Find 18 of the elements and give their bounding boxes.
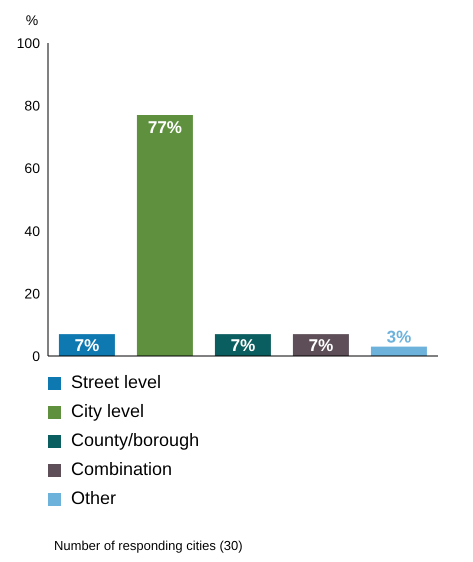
y-tick-label: 60 <box>24 160 40 176</box>
y-tick-label: 100 <box>16 34 40 51</box>
y-tick-label: 20 <box>24 285 40 302</box>
y-tick-label: 80 <box>24 98 40 114</box>
legend-label: Other <box>71 487 118 510</box>
legend-label: City level <box>71 400 146 423</box>
data-label: 77% <box>148 118 182 137</box>
legend-label: County/borough <box>71 429 200 452</box>
legend-label: Combination <box>71 458 174 481</box>
y-axis-title: % <box>26 12 38 28</box>
y-tick-label: 0 <box>32 348 40 364</box>
data-label: 7% <box>74 336 100 356</box>
data-label: 7% <box>308 336 334 356</box>
data-label: 7% <box>230 336 256 356</box>
data-label: 3% <box>386 328 412 347</box>
y-tick-label: 40 <box>24 222 40 239</box>
legend-label: Street level <box>71 371 162 394</box>
text: Number of responding cities (30) <box>53 538 244 553</box>
